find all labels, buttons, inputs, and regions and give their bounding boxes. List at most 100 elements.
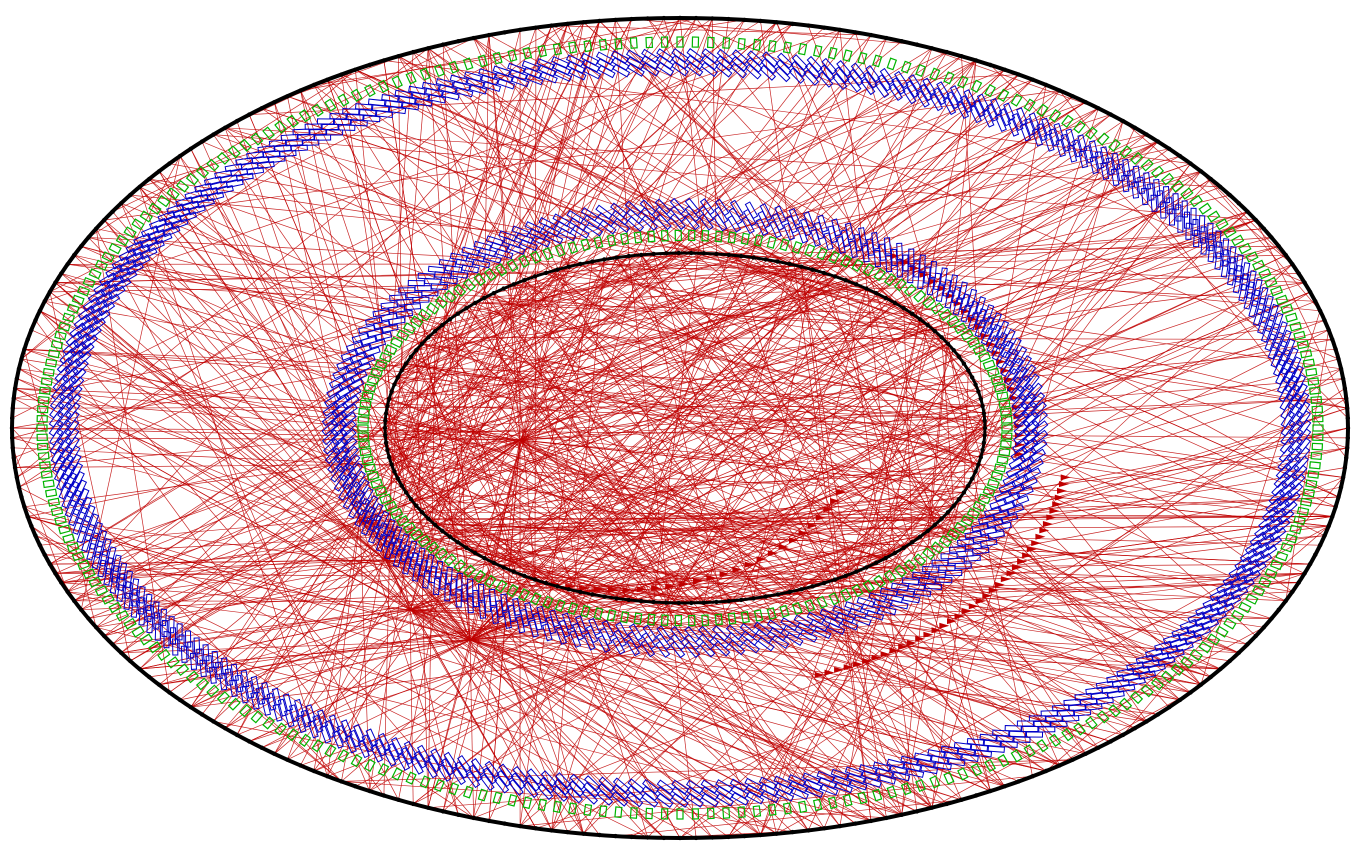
graph-edge (941, 337, 955, 506)
node-label-blue (1179, 618, 1198, 631)
node-label-green (1230, 234, 1245, 247)
node-label-blue (641, 785, 659, 801)
graph-node (651, 599, 656, 605)
node-label-green (359, 447, 372, 457)
node-label-green (185, 172, 200, 186)
node-label-green (108, 242, 122, 255)
node-label-blue (69, 462, 84, 481)
node-label-blue (915, 90, 930, 108)
node-label-green (1048, 109, 1062, 123)
node-label-blue (370, 744, 384, 763)
node-label-blue (1085, 702, 1103, 711)
graph-node (1144, 132, 1149, 137)
graph-node (167, 690, 172, 695)
node-label-blue (272, 703, 283, 722)
node-label-green (1119, 145, 1133, 159)
node-label-blue (1030, 439, 1048, 454)
graph-node (47, 561, 53, 567)
graph-edge (665, 29, 841, 254)
node-label-blue (1216, 580, 1234, 594)
graph-edge (213, 134, 1256, 221)
node-label-green (953, 521, 968, 534)
graph-edge (473, 37, 836, 277)
graph-edge (409, 609, 1047, 772)
graph-edge (16, 23, 568, 478)
node-label-blue (374, 738, 388, 757)
graph-node (387, 455, 392, 460)
graph-edge (545, 253, 654, 274)
graph-edge (55, 282, 411, 611)
node-label-blue (1031, 128, 1044, 147)
graph-node (119, 201, 124, 206)
graph-edge (488, 439, 521, 821)
node-label-blue (996, 735, 1014, 743)
edge-arrowhead (1014, 422, 1025, 429)
edge-arrowhead (836, 489, 847, 496)
graph-node (821, 25, 827, 30)
edge-arrowhead (947, 618, 957, 625)
edge-arrowhead (862, 658, 873, 665)
node-label-blue (1019, 123, 1032, 142)
graph-edge (466, 547, 642, 602)
node-label-green (620, 232, 630, 245)
graph-edge (866, 518, 942, 568)
node-label-blue (246, 151, 264, 160)
node-label-blue (456, 572, 463, 590)
graph-edge (534, 276, 761, 836)
node-label-blue (421, 289, 439, 297)
node-label-blue (1083, 145, 1094, 164)
graph-edge (61, 582, 411, 611)
node-label-blue (1007, 376, 1023, 394)
graph-node (929, 46, 935, 51)
node-label-blue (933, 272, 942, 291)
graph-node (396, 797, 401, 802)
node-label-blue (340, 428, 357, 445)
node-label-green (350, 88, 363, 102)
graph-edge (839, 29, 896, 554)
graph-node (966, 483, 971, 488)
graph-edge (469, 254, 1286, 641)
edge-arrowhead (915, 635, 926, 642)
node-label-blue (983, 506, 1002, 518)
graph-edge (384, 329, 1329, 561)
node-label-green (94, 585, 108, 597)
node-label-blue (427, 754, 441, 773)
node-label-green (1293, 515, 1306, 526)
graph-node (29, 327, 34, 333)
node-label-blue (483, 253, 502, 264)
node-label-blue (96, 529, 108, 548)
node-label-blue (330, 411, 348, 427)
node-label-blue (292, 128, 310, 136)
node-label-blue (1234, 265, 1244, 283)
edge-arrowhead (622, 586, 633, 593)
graph-node (403, 490, 409, 495)
node-label-green (1140, 684, 1154, 698)
graph-edge (130, 194, 1321, 312)
graph-node (758, 832, 763, 838)
node-label-green (123, 617, 137, 630)
node-label-blue (908, 74, 923, 92)
graph-edge (385, 442, 1191, 693)
node-label-green (1238, 242, 1252, 255)
graph-node (566, 587, 571, 592)
graph-node (491, 291, 496, 296)
node-label-blue (922, 77, 937, 96)
node-label-blue (804, 62, 821, 80)
node-label-blue (302, 139, 320, 147)
node-label-green (350, 754, 363, 768)
graph-edge (469, 148, 1170, 641)
graph-node (79, 607, 84, 612)
node-label-blue (942, 279, 952, 297)
graph-edge (469, 108, 1099, 641)
node-label-blue (595, 51, 614, 65)
graph-node (892, 550, 898, 556)
graph-edge (412, 370, 969, 805)
node-label-blue (684, 626, 700, 643)
node-label-blue (336, 724, 349, 744)
node-label-green (66, 303, 80, 314)
graph-edge (583, 90, 1060, 834)
node-label-green (274, 120, 287, 134)
node-label-blue (1275, 340, 1288, 359)
graph-node (1330, 514, 1335, 519)
node-label-blue (712, 213, 728, 232)
